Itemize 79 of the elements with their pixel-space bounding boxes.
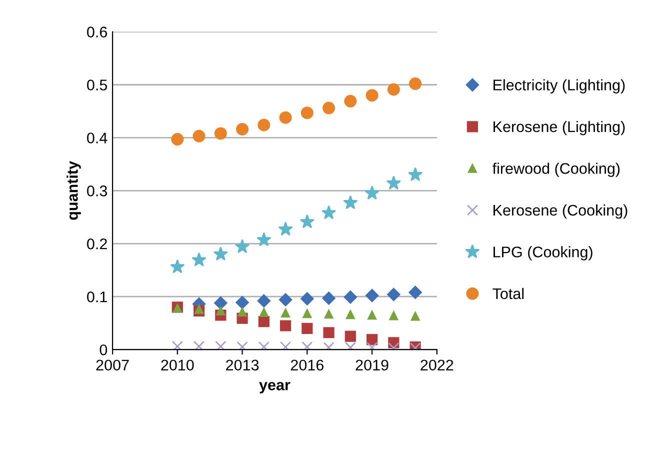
point — [281, 308, 290, 318]
point — [279, 111, 292, 124]
x-tick-label: 2007 — [96, 360, 129, 371]
point — [322, 102, 336, 114]
point — [302, 309, 312, 318]
point — [214, 127, 227, 140]
x-tick-label: 2016 — [290, 360, 324, 371]
point — [344, 94, 357, 108]
point — [236, 122, 249, 136]
point — [346, 310, 355, 320]
point — [238, 307, 247, 316]
point — [302, 341, 313, 350]
point — [258, 341, 270, 350]
point — [368, 310, 377, 320]
legend-label: Electricity (Lighting) — [494, 79, 625, 94]
point — [366, 334, 378, 346]
point — [259, 308, 268, 318]
point — [236, 341, 248, 350]
point — [387, 288, 400, 302]
point — [214, 296, 228, 310]
point — [280, 341, 292, 350]
y-axis-title: quantity — [66, 161, 81, 220]
point — [366, 89, 378, 102]
point — [278, 293, 292, 306]
legend-label: firewood (Cooking) — [492, 162, 620, 177]
y-tick-label: 0.1 — [87, 291, 107, 302]
point — [302, 322, 313, 334]
point — [257, 294, 271, 308]
legend-label: Total — [492, 288, 524, 300]
point — [321, 205, 336, 220]
point — [322, 292, 336, 305]
point — [280, 320, 292, 332]
x-tick-label: 2013 — [226, 360, 259, 371]
point — [172, 340, 183, 350]
point — [344, 330, 356, 342]
point — [344, 290, 358, 304]
point — [300, 292, 314, 306]
point — [300, 106, 314, 120]
point — [389, 311, 398, 320]
point — [365, 288, 379, 302]
y-tick-label: 0.2 — [87, 238, 107, 250]
point — [236, 296, 249, 310]
point — [386, 176, 401, 190]
point — [256, 232, 272, 246]
y-tick-label: 0 — [100, 344, 108, 356]
y-tick-label: 0.5 — [87, 80, 108, 90]
x-tick-label: 2022 — [420, 360, 454, 371]
legend-label: Kerosene (Cooking) — [494, 204, 628, 219]
point — [278, 222, 293, 236]
point — [170, 259, 185, 274]
point — [194, 304, 204, 314]
point — [410, 312, 420, 321]
point — [192, 252, 206, 266]
point — [408, 167, 423, 182]
point — [192, 130, 206, 142]
x-tick-label: 2019 — [356, 360, 388, 371]
point — [323, 327, 334, 338]
legend-label: LPG (Cooking) — [494, 246, 592, 260]
legend-label: Kerosene (Lighting) — [494, 120, 625, 136]
point — [409, 77, 422, 90]
point — [387, 83, 400, 96]
y-tick-label: 0.4 — [87, 132, 108, 144]
point — [213, 246, 228, 261]
y-tick-label: 0.6 — [87, 26, 108, 38]
x-axis-title: year — [259, 382, 290, 394]
point — [258, 316, 270, 328]
x-tick-label: 2010 — [161, 360, 194, 371]
point — [234, 239, 250, 254]
point — [171, 133, 184, 146]
point — [193, 340, 205, 350]
y-tick-label: 0.3 — [87, 186, 108, 196]
point — [408, 286, 422, 299]
point — [300, 214, 314, 228]
point — [216, 306, 226, 316]
point — [324, 310, 334, 319]
point — [343, 195, 358, 210]
point — [215, 340, 226, 350]
point — [258, 118, 270, 132]
point — [364, 186, 380, 200]
